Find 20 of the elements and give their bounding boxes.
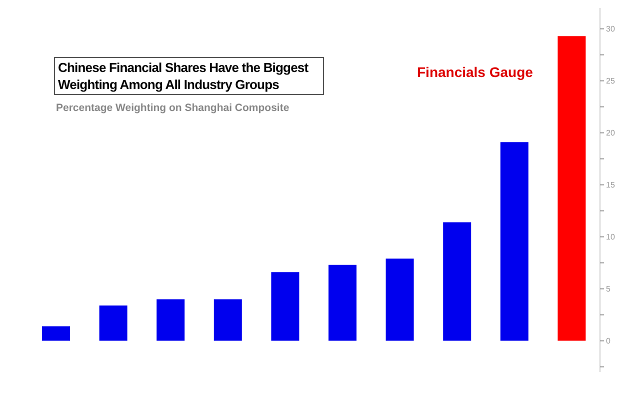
annotation: Financials Gauge: [417, 64, 533, 80]
bar: [558, 36, 586, 341]
text: Percentage Weighting on Shanghai Composite: [56, 102, 290, 114]
y-tick-label: 20: [606, 128, 616, 138]
bar: [214, 299, 242, 341]
bar: [271, 272, 300, 341]
bar: [328, 264, 356, 341]
text: Chinese Financial Shares Have the Biggest Weighting Among All Industry Groups: [54, 57, 324, 95]
y-tick-label: 25: [606, 76, 616, 86]
y-tick-label: 5: [606, 284, 611, 294]
y-tick-label: 0: [606, 336, 611, 346]
bar: [156, 299, 185, 341]
y-tick-label: 10: [606, 232, 616, 242]
bar: [500, 142, 528, 341]
bar: [386, 258, 414, 341]
y-tick-label: 30: [606, 24, 616, 34]
bar: [42, 326, 70, 341]
y-tick-label: 15: [606, 180, 616, 190]
bar: [443, 222, 472, 341]
bar: [99, 305, 128, 341]
